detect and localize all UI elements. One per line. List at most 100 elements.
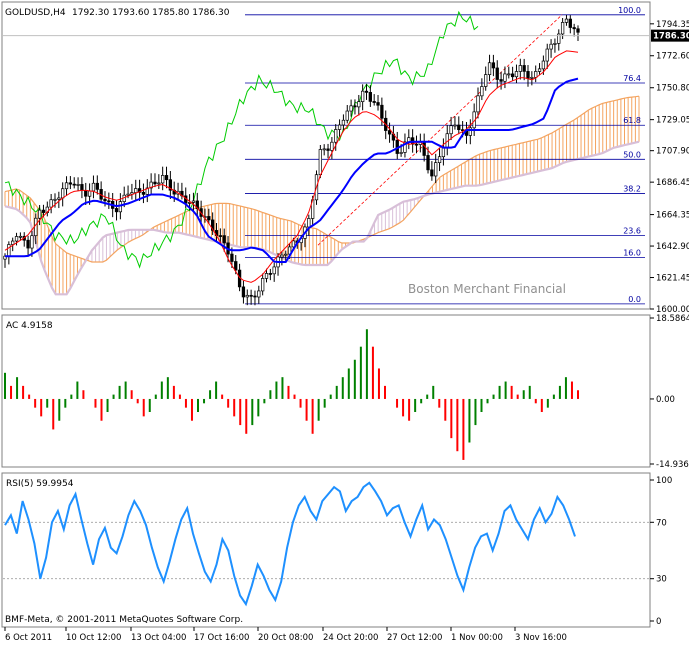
candle	[157, 174, 161, 189]
candle	[457, 116, 461, 135]
candle-body	[37, 209, 42, 219]
candle-body	[87, 190, 92, 197]
candle	[218, 228, 223, 244]
candle-body	[537, 68, 542, 72]
candle-body	[353, 105, 357, 108]
price-axis-label: 1686.45	[656, 178, 689, 188]
candle	[468, 119, 472, 145]
candle	[510, 66, 515, 81]
ichimoku-cloud	[4, 95, 640, 296]
candle-body	[510, 73, 515, 78]
candle-body	[149, 181, 153, 189]
candle-body	[487, 62, 492, 75]
candle-body	[541, 60, 546, 70]
candle-body	[376, 102, 380, 106]
candle-body	[530, 76, 534, 79]
price-axis-label: 1707.90	[656, 147, 689, 157]
candle-body	[514, 71, 519, 78]
candle-body	[468, 127, 472, 136]
candle	[341, 114, 346, 131]
candle-body	[95, 182, 99, 190]
candle-body	[84, 189, 88, 197]
candle-body	[507, 73, 511, 76]
candle	[137, 179, 142, 201]
candle	[476, 87, 480, 119]
candle-body	[349, 105, 353, 112]
candle	[537, 63, 542, 76]
candle	[95, 175, 99, 195]
candle-body	[103, 198, 107, 202]
candle-body	[164, 175, 169, 181]
candle	[130, 183, 134, 200]
candle	[253, 290, 257, 306]
time-axis-label: 6 Oct 2011	[5, 633, 52, 643]
candle	[280, 251, 284, 266]
candle	[503, 66, 507, 89]
candle-body	[257, 290, 261, 298]
candle	[437, 147, 442, 172]
candle-body	[130, 192, 134, 195]
candle-body	[480, 86, 484, 97]
candle-body	[334, 129, 338, 143]
candle-body	[141, 191, 146, 195]
candle-body	[449, 125, 453, 135]
candle	[480, 78, 484, 101]
candle-body	[230, 253, 234, 262]
rsi-plot	[3, 481, 649, 607]
ac-axis-label: 0.00	[656, 395, 675, 405]
candle	[211, 212, 215, 235]
price-panel	[1, 1, 651, 310]
candle	[484, 66, 488, 91]
candle	[568, 15, 572, 34]
ac-plot	[4, 329, 579, 460]
price-panel-ohlc: 1792.30 1793.60 1785.80 1786.30	[72, 8, 230, 18]
candle-body	[7, 244, 11, 257]
candle-body	[330, 141, 334, 151]
candle-body	[372, 101, 376, 103]
rsi-panel-title: RSI(5) 59.9954	[6, 479, 74, 489]
candle-body	[234, 261, 238, 271]
candle-body	[30, 235, 34, 249]
candle	[495, 60, 499, 89]
candle-body	[326, 148, 330, 151]
candle-body	[560, 22, 565, 35]
candle	[72, 177, 76, 189]
tenkan-sen-line	[4, 50, 579, 283]
rsi-axis-label: 30	[656, 575, 667, 585]
candle	[507, 66, 511, 79]
time-axis-label: 27 Oct 12:00	[387, 633, 442, 643]
candle-body	[491, 62, 496, 69]
candle-body	[161, 175, 165, 184]
candle-body	[49, 199, 53, 208]
candle	[145, 179, 149, 203]
candle-body	[157, 182, 161, 185]
candle	[368, 85, 372, 107]
candle-body	[253, 295, 257, 298]
candle	[553, 38, 557, 53]
copyright-text: BMF-Meta, © 2001-2011 MetaQuotes Softwar…	[5, 615, 243, 625]
candle	[487, 54, 492, 82]
price-axis-label: 1664.35	[656, 211, 689, 221]
candle-body	[72, 183, 76, 186]
candle-body	[572, 27, 576, 30]
candle	[153, 173, 157, 188]
candle	[322, 144, 326, 156]
candle	[372, 94, 376, 106]
time-axis-label: 10 Oct 12:00	[66, 633, 121, 643]
candle-body	[414, 143, 419, 146]
price-axis-label: 1794.35	[656, 20, 689, 30]
current-price-box	[651, 29, 689, 42]
candle	[530, 71, 534, 86]
candle	[11, 237, 15, 252]
fib-level-label: 16.0	[623, 249, 641, 258]
candle	[572, 23, 576, 37]
candle	[249, 289, 253, 305]
candle-body	[526, 71, 530, 79]
senkou-span-b-line	[4, 140, 640, 296]
time-axis-label: 13 Oct 04:00	[131, 633, 186, 643]
candle-body	[503, 73, 507, 82]
candle	[191, 192, 196, 211]
candle	[557, 29, 561, 51]
fib-level-label: 61.8	[623, 116, 641, 125]
